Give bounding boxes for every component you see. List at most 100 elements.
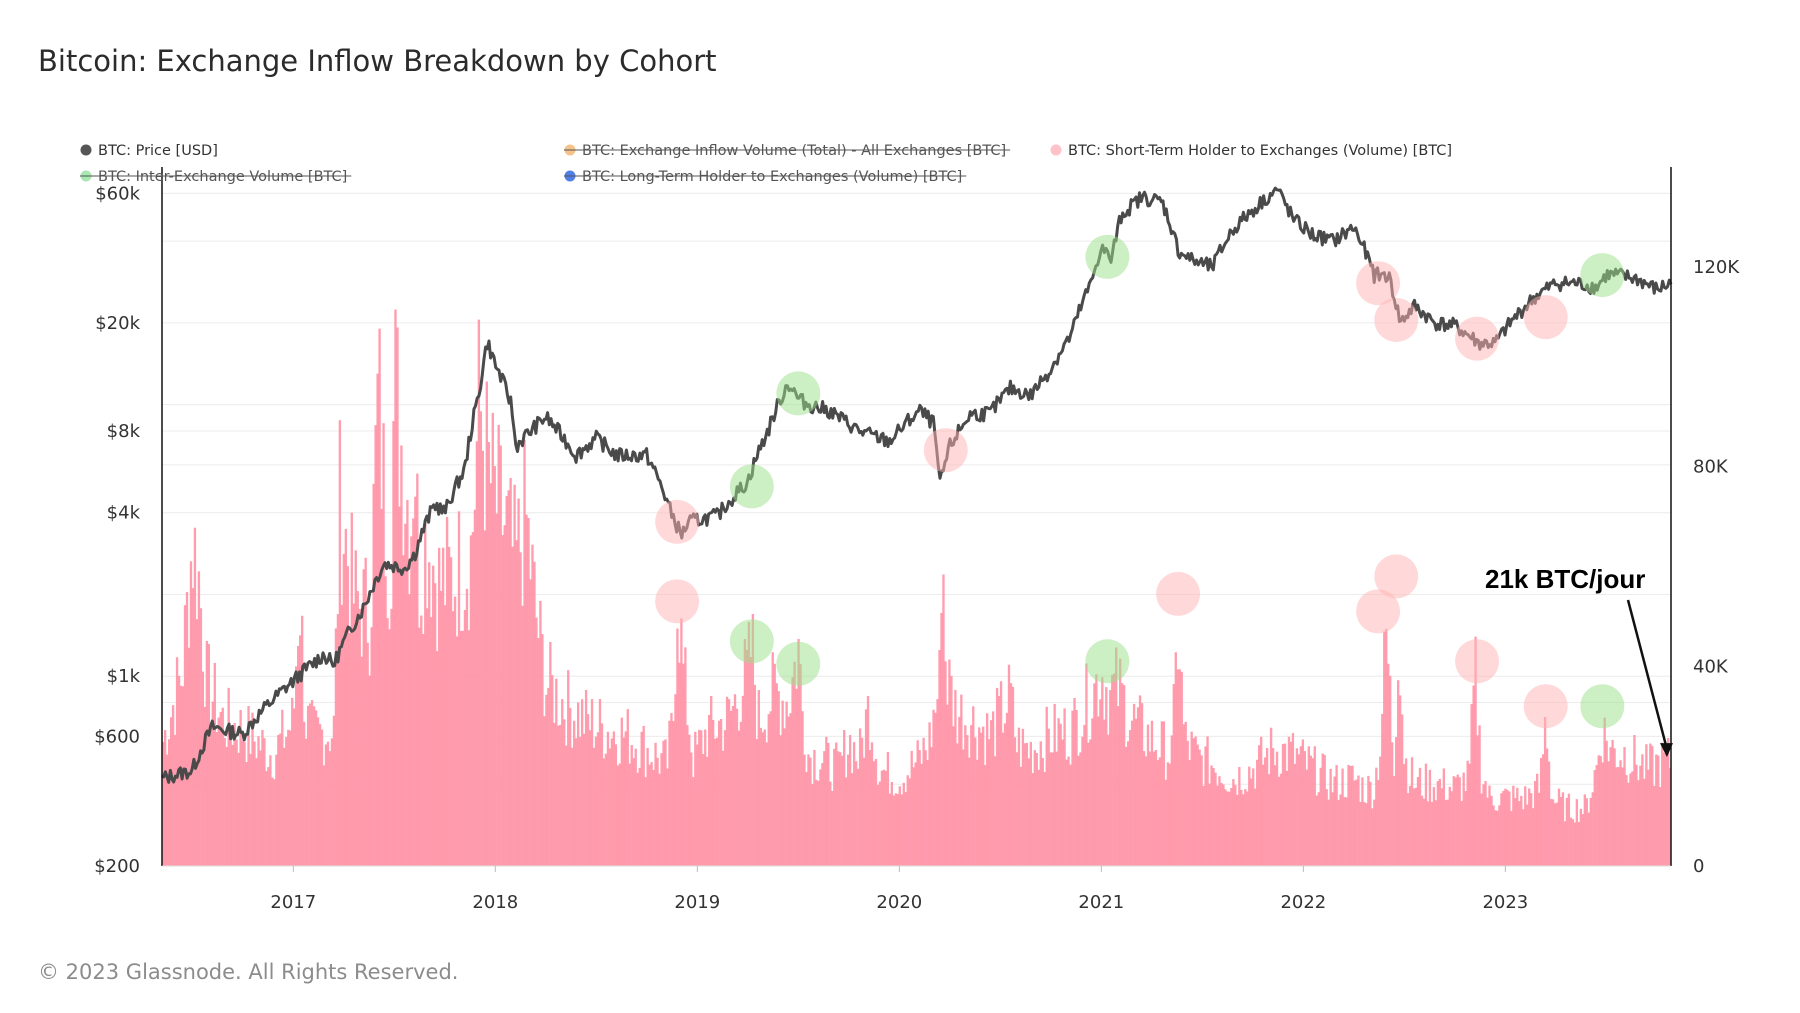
volume-bar <box>1013 737 1017 866</box>
legend-item[interactable]: BTC: Price [USD] <box>80 143 218 159</box>
volume-bar <box>376 373 379 866</box>
volume-bar <box>1329 768 1332 866</box>
volume-bar <box>1136 707 1140 866</box>
volume-bar <box>1176 669 1179 866</box>
volume-bar <box>674 694 677 866</box>
volume-bar <box>1067 756 1070 866</box>
volume-bar <box>1488 785 1491 866</box>
volume-bar <box>1579 808 1583 866</box>
volume-bar <box>1238 766 1241 866</box>
green-price-highlight <box>1085 234 1130 279</box>
volume-bar <box>1150 720 1154 866</box>
volume-bar <box>706 756 709 866</box>
volume-bar <box>1045 706 1048 866</box>
volume-bar <box>948 659 951 866</box>
volume-bar <box>606 731 610 866</box>
volume-bar <box>1442 768 1445 866</box>
volume-bar <box>932 709 935 866</box>
volume-bar <box>1534 781 1537 866</box>
volume-bar <box>1385 628 1388 866</box>
x-tick-label: 2023 <box>1482 892 1528 913</box>
volume-bar <box>1416 776 1420 866</box>
volume-bar <box>1649 743 1652 866</box>
volume-bar <box>547 687 550 866</box>
volume-bar <box>1267 774 1271 866</box>
volume-bar <box>247 706 250 866</box>
volume-bar <box>165 754 169 866</box>
volume-bar <box>503 525 506 866</box>
volume-bar <box>201 671 205 866</box>
volume-bar <box>1430 801 1434 866</box>
volume-bar <box>612 731 616 866</box>
volume-bar <box>920 763 923 866</box>
volume-bar <box>408 594 411 866</box>
red-volume-highlight <box>1374 554 1419 599</box>
volume-bar <box>1448 786 1451 866</box>
volume-bar <box>1168 763 1171 866</box>
volume-bar <box>261 729 264 866</box>
volume-bar <box>227 687 230 866</box>
volume-bar <box>1661 742 1664 866</box>
volume-bar <box>717 720 721 866</box>
volume-bar <box>449 557 453 866</box>
volume-bar <box>439 590 443 866</box>
red-price-highlight <box>1356 261 1401 306</box>
volume-bar <box>1182 724 1185 866</box>
volume-bar <box>912 767 915 866</box>
volume-bar <box>1381 713 1384 866</box>
volume-bar <box>197 571 201 866</box>
volume-bar <box>1617 767 1620 866</box>
volume-bar <box>580 699 584 866</box>
legend-item[interactable]: BTC: Long-Term Holder to Exchanges (Volu… <box>564 169 967 185</box>
volume-bar <box>434 583 437 866</box>
volume-bar <box>1339 794 1342 866</box>
volume-bar <box>213 662 216 866</box>
volume-bar <box>1049 752 1052 866</box>
volume-bar <box>521 605 524 866</box>
volume-bar <box>1115 647 1118 866</box>
volume-bar <box>713 738 717 866</box>
volume-bar <box>406 499 409 866</box>
volume-bar <box>237 752 240 866</box>
volume-bar <box>962 749 965 866</box>
volume-bar <box>614 744 618 866</box>
volume-bar <box>187 647 191 866</box>
volume-bar <box>582 733 586 866</box>
volume-bar <box>1281 744 1285 866</box>
left-tick-label: $60k <box>95 183 140 204</box>
volume-bar <box>1460 800 1463 866</box>
volume-bar <box>1053 703 1056 866</box>
left-tick-label: $200 <box>94 856 140 877</box>
volume-bar <box>1553 803 1557 866</box>
volume-bar <box>1242 794 1245 866</box>
volume-bar <box>1226 791 1229 866</box>
volume-bar <box>1565 797 1569 866</box>
volume-bar <box>1184 721 1187 866</box>
volume-bar <box>445 516 449 866</box>
volume-bar <box>793 661 796 866</box>
volume-bar <box>835 742 838 866</box>
volume-bar <box>894 793 897 866</box>
volume-bar <box>1468 763 1471 866</box>
legend-item[interactable]: BTC: Exchange Inflow Volume (Total) - Al… <box>564 143 1011 159</box>
volume-bar <box>362 569 365 866</box>
volume-bar <box>1379 756 1382 866</box>
legend-item[interactable]: BTC: Short-Term Holder to Exchanges (Vol… <box>1050 143 1453 159</box>
legend-label: BTC: Inter-Exchange Volume [BTC] <box>98 169 347 185</box>
volume-bar <box>964 725 967 866</box>
volume-bar <box>908 778 911 866</box>
volume-bar <box>817 780 820 866</box>
volume-bar <box>293 708 296 866</box>
volume-bar <box>223 737 226 866</box>
volume-bar <box>295 666 298 866</box>
volume-bar <box>733 694 737 866</box>
volume-bar <box>688 734 691 866</box>
volume-bar <box>1313 746 1316 866</box>
volume-bar <box>1611 739 1614 866</box>
volume-bar <box>215 731 218 866</box>
volume-bar <box>787 716 790 866</box>
volume-bar <box>1031 773 1034 866</box>
volume-bar <box>249 753 252 866</box>
volume-bar <box>954 689 957 866</box>
legend-item[interactable]: BTC: Inter-Exchange Volume [BTC] <box>80 169 352 185</box>
